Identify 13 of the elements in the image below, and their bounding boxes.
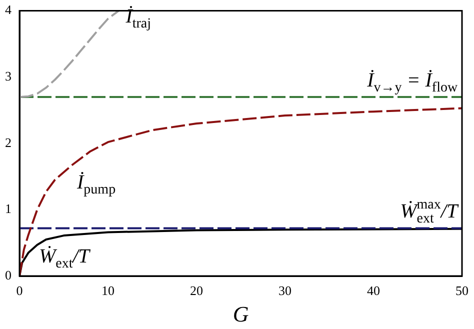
y-tick-label: 2 [5,134,12,150]
x-tick-label: 30 [278,283,292,298]
y-tick-label: 3 [5,68,12,84]
x-axis-title: G [232,302,249,327]
y-tick-label: 1 [5,201,12,216]
y-tick-label: 4 [5,2,12,18]
x-tick-label: 10 [102,283,114,298]
line-series [20,10,120,98]
x-tick-label: 20 [190,283,203,298]
y-tick-label: 0 [5,267,12,282]
x-tick-label: 40 [367,283,380,298]
x-tick-label: 50 [456,283,468,298]
x-tick-label: 0 [16,283,23,298]
